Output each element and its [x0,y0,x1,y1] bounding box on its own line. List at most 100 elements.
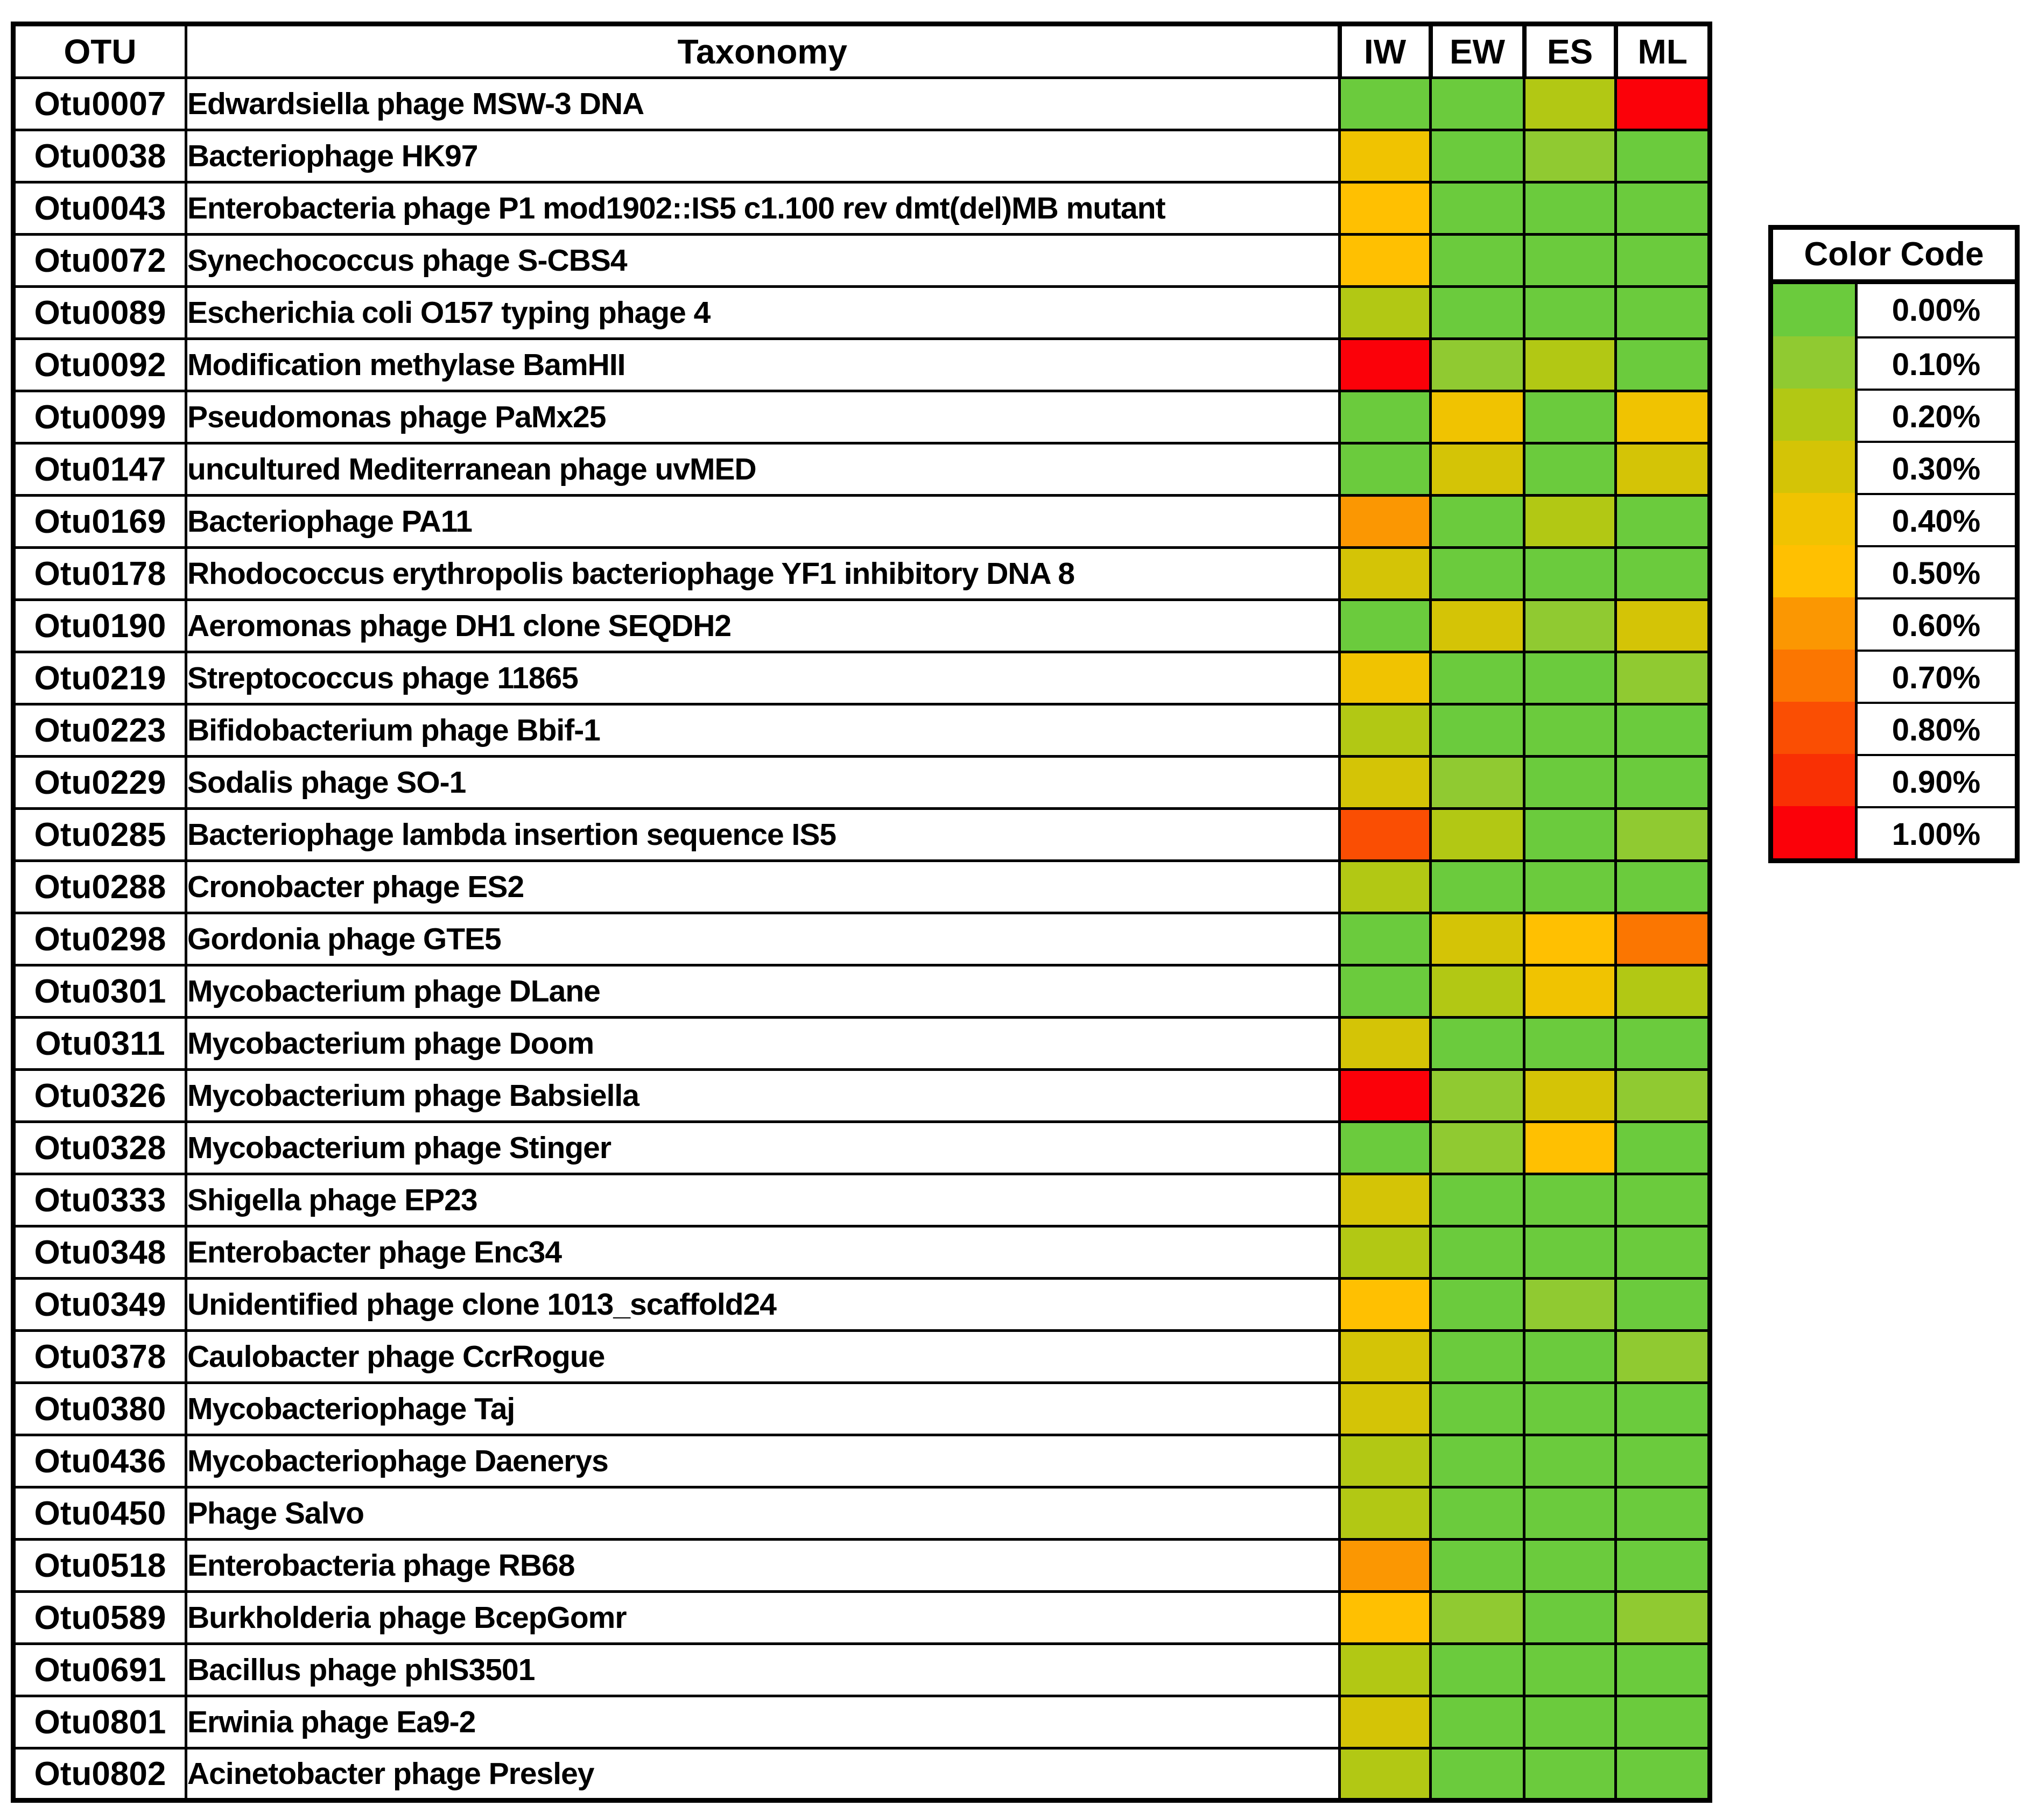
table-row: Otu0518 Enterobacteria phage RB68 [12,1538,1711,1593]
heatmap-cell-iw [1338,1016,1432,1071]
taxonomy-cell: Bifidobacterium phage Bbif-1 [185,703,1341,758]
column-header-otu: OTU [12,23,187,79]
heatmap-cell-es [1523,1434,1617,1489]
table-row: Otu0178 Rhodococcus erythropolis bacterio… [12,546,1711,601]
table-row: Otu0802 Acinetobacter phage Presley [12,1747,1711,1802]
table-row: Otu0589 Burkholderia phage BcepGomr [12,1590,1711,1645]
heatmap-cell-ew [1429,1590,1525,1645]
heatmap-cell-ml [1614,337,1711,392]
taxonomy-cell: Bacteriophage lambda insertion sequence … [185,807,1341,862]
heatmap-cell-ml [1614,76,1711,131]
heatmap-cell-ml [1614,964,1711,1019]
heatmap-cell-ew [1429,1016,1525,1071]
taxonomy-cell: Escherichia coli O157 typing phage 4 [185,285,1341,340]
taxonomy-cell: Edwardsiella phage MSW-3 DNA [185,76,1341,131]
heatmap-cell-iw [1338,337,1432,392]
heatmap-cell-es [1523,76,1617,131]
heatmap-cell-es [1523,1068,1617,1123]
table-row: Otu0348 Enterobacter phage Enc34 [12,1225,1711,1280]
otu-id-cell: Otu0147 [12,442,187,497]
heatmap-cell-iw [1338,755,1432,810]
table-row: Otu0801 Erwinia phage Ea9-2 [12,1695,1711,1750]
otu-id-cell: Otu0178 [12,546,187,601]
legend-label: 0.20% [1858,389,2015,441]
heatmap-cell-iw [1338,1120,1432,1175]
heatmap-cell-es [1523,1695,1617,1750]
heatmap-cell-es [1523,755,1617,810]
heatmap-cell-iw [1338,1695,1432,1750]
otu-id-cell: Otu0099 [12,390,187,445]
heatmap-cell-es [1523,233,1617,288]
legend-swatch [1773,389,1855,441]
heatmap-cell-ml [1614,1225,1711,1280]
table-row: Otu0089 Escherichia coli O157 typing phag… [12,285,1711,340]
otu-id-cell: Otu0219 [12,651,187,706]
heatmap-cell-iw [1338,233,1432,288]
legend-label: 0.00% [1892,293,1981,328]
heatmap-cell-ml [1614,494,1711,549]
legend-swatch [1773,441,1855,493]
heatmap-cell-ml [1614,598,1711,653]
heatmap-cell-iw [1338,494,1432,549]
otu-heatmap-table: OTU Taxonomy IW EW ES ML Otu0007 Edwardsiella … [11,22,1712,1803]
otu-id-cell: Otu0298 [12,912,187,967]
heatmap-cell-ml [1614,651,1711,706]
heatmap-cell-ew [1429,964,1525,1019]
taxonomy-cell: Streptococcus phage 11865 [185,651,1341,706]
table-row: Otu0450 Phage Salvo [12,1486,1711,1541]
heatmap-cell-es [1523,1747,1617,1802]
otu-id-cell: Otu0043 [12,181,187,236]
heatmap-cell-iw [1338,1590,1432,1645]
taxonomy-cell: Acinetobacter phage Presley [185,1747,1341,1802]
taxonomy-cell: Phage Salvo [185,1486,1341,1541]
heatmap-cell-ml [1614,1277,1711,1332]
heatmap-cell-ml [1614,546,1711,601]
heatmap-cell-es [1523,807,1617,862]
legend-label: 0.70% [1858,650,2015,702]
heatmap-cell-ew [1429,651,1525,706]
heatmap-cell-ew [1429,1277,1525,1332]
legend-swatch [1773,650,1855,702]
legend-label: 1.00% [1858,806,2015,858]
heatmap-cell-iw [1338,1068,1432,1123]
otu-id-cell: Otu0349 [12,1277,187,1332]
heatmap-cell-ew [1429,1068,1525,1123]
heatmap-cell-iw [1338,76,1432,131]
table-row: Otu0691 Bacillus phage phIS3501 [12,1642,1711,1697]
otu-id-cell: Otu0092 [12,337,187,392]
legend-label: 0.10% [1858,336,2015,389]
heatmap-cell-ew [1429,494,1525,549]
heatmap-cell-ew [1429,1434,1525,1489]
heatmap-cell-es [1523,337,1617,392]
table-row: Otu0099 Pseudomonas phage PaMx25 [12,390,1711,445]
otu-id-cell: Otu0348 [12,1225,187,1280]
heatmap-cell-es [1523,1016,1617,1071]
heatmap-cell-ml [1614,1016,1711,1071]
heatmap-cell-ew [1429,598,1525,653]
heatmap-cell-iw [1338,1173,1432,1228]
otu-id-cell: Otu0089 [12,285,187,340]
heatmap-cell-ml [1614,390,1711,445]
table-row: Otu0007 Edwardsiella phage MSW-3 DNA [12,76,1711,131]
legend-label: 0.50% [1858,545,2015,597]
heatmap-cell-iw [1338,1642,1432,1697]
heatmap-cell-iw [1338,181,1432,236]
heatmap-cell-iw [1338,807,1432,862]
table-row: Otu0072 Synechococcus phage S-CBS4 [12,233,1711,288]
heatmap-cell-ml [1614,755,1711,810]
otu-id-cell: Otu0691 [12,1642,187,1697]
heatmap-cell-ml [1614,1068,1711,1123]
heatmap-cell-ml [1614,1642,1711,1697]
heatmap-cell-es [1523,1329,1617,1384]
heatmap-cell-ml [1614,1695,1711,1750]
heatmap-cell-iw [1338,1434,1432,1489]
otu-id-cell: Otu0378 [12,1329,187,1384]
taxonomy-cell: Mycobacteriophage Taj [185,1381,1341,1436]
otu-id-cell: Otu0801 [12,1695,187,1750]
heatmap-cell-es [1523,494,1617,549]
otu-id-cell: Otu0436 [12,1434,187,1489]
heatmap-cell-iw [1338,598,1432,653]
heatmap-cell-es [1523,703,1617,758]
otu-id-cell: Otu0301 [12,964,187,1019]
